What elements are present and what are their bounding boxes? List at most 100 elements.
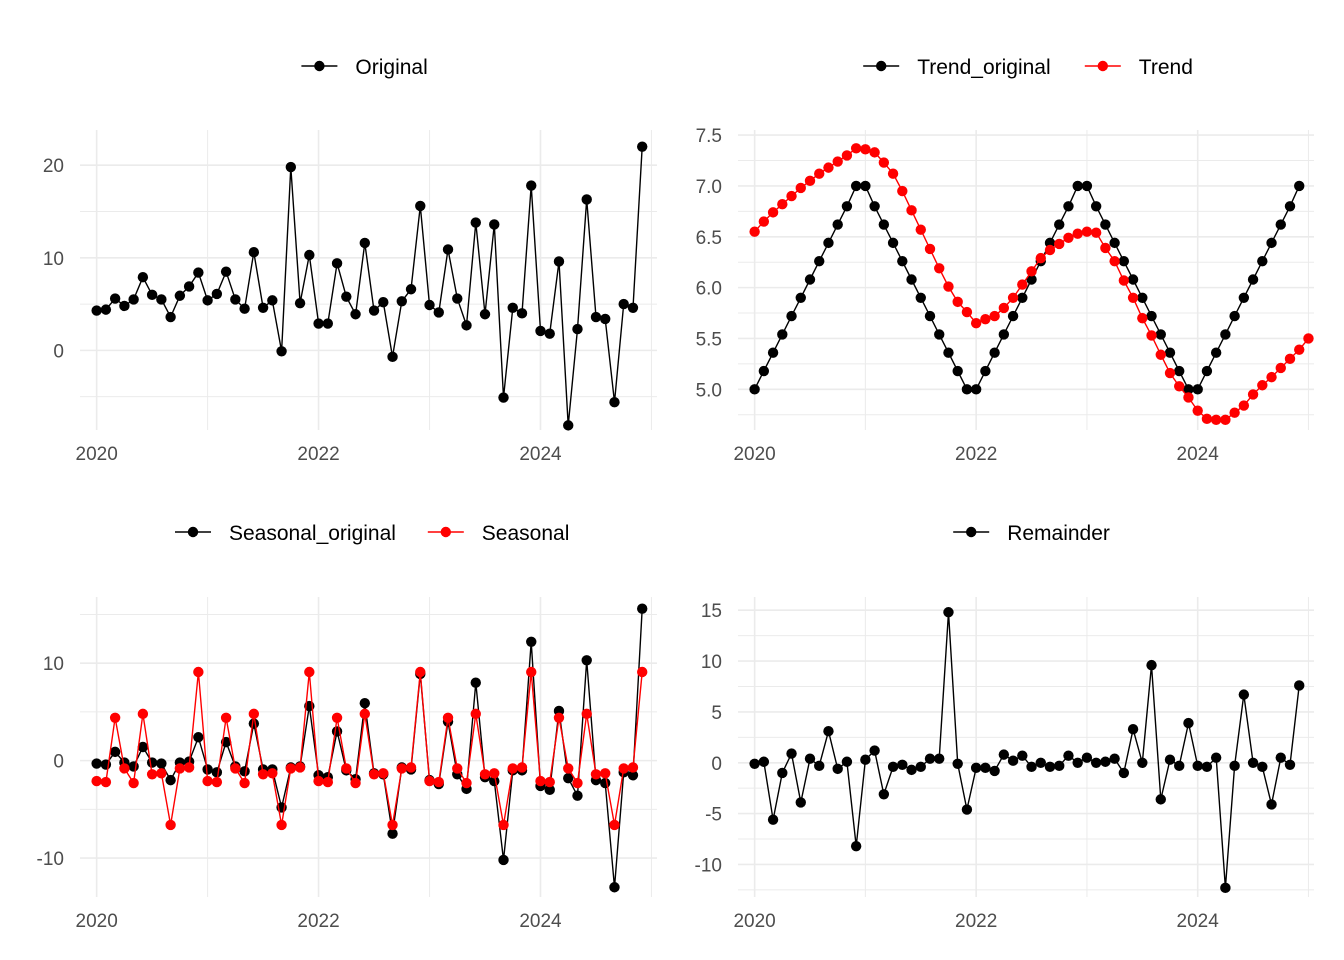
data-point-trend — [1220, 414, 1231, 426]
data-point-trend — [1192, 405, 1203, 416]
legend-label: Trend — [1139, 56, 1193, 79]
y-tick-label: 10 — [43, 249, 64, 270]
data-point-trend — [1247, 389, 1259, 400]
data-point-trend_original — [1155, 329, 1166, 340]
series-line-original — [96, 146, 643, 426]
data-point-trend_original — [1146, 310, 1157, 322]
data-point-original — [239, 303, 250, 314]
data-point-seasonal — [146, 769, 158, 780]
data-point-original — [146, 289, 158, 301]
data-point-original — [183, 281, 195, 292]
x-tick-label: 2024 — [519, 444, 562, 465]
x-tick-label: 2022 — [955, 444, 997, 465]
y-tick-label: 0 — [711, 754, 722, 775]
data-point-original — [415, 200, 426, 212]
data-point-trend — [832, 156, 843, 167]
data-point-seasonal — [572, 777, 583, 789]
data-point-trend_original — [860, 180, 871, 192]
data-point-trend_original — [786, 310, 797, 322]
data-point-seasonal — [387, 819, 398, 831]
data-point-remainder — [1054, 760, 1065, 772]
data-point-remainder — [795, 797, 806, 808]
data-point-original — [165, 311, 176, 323]
data-point-remainder — [1201, 761, 1213, 773]
data-point-seasonal_original — [637, 603, 648, 614]
data-point-seasonal — [535, 775, 546, 787]
legend: Seasonal_original Seasonal — [175, 522, 569, 545]
data-point-seasonal — [590, 769, 602, 780]
data-point-remainder — [758, 756, 770, 767]
data-point-trend — [1183, 392, 1194, 403]
data-point-original — [544, 328, 555, 339]
data-point-original — [350, 309, 361, 320]
data-point-remainder — [906, 764, 917, 776]
data-point-seasonal — [350, 777, 361, 789]
data-point-seasonal — [405, 762, 417, 773]
data-point-trend_original — [1257, 255, 1268, 267]
data-point-remainder — [1220, 882, 1231, 894]
data-point-trend — [850, 143, 862, 154]
data-point-trend — [906, 205, 917, 216]
data-point-trend_original — [1072, 180, 1083, 192]
y-tick-label: 5 — [711, 703, 722, 724]
legend-label: Original — [355, 56, 427, 79]
data-point-remainder — [850, 840, 862, 852]
data-point-seasonal — [119, 763, 130, 774]
data-point-seasonal — [489, 768, 500, 779]
series-line-seasonal — [96, 671, 643, 826]
data-point-seasonal — [627, 762, 639, 773]
data-point-trend_original — [952, 365, 963, 377]
x-tick-label: 2024 — [1177, 444, 1220, 465]
data-point-trend — [934, 263, 945, 274]
data-point-seasonal_original — [137, 741, 149, 753]
data-point-trend — [1174, 381, 1185, 392]
data-point-trend_original — [961, 384, 973, 395]
data-point-remainder — [897, 759, 908, 770]
data-point-trend — [1303, 333, 1314, 344]
data-point-remainder — [1090, 757, 1102, 768]
data-point-seasonal_original — [387, 828, 398, 839]
data-point-remainder — [1137, 757, 1148, 768]
data-point-original — [174, 290, 186, 301]
data-point-seasonal — [415, 666, 426, 678]
data-point-trend_original — [749, 384, 760, 395]
data-point-remainder — [860, 754, 871, 765]
legend: Trend_original Trend — [863, 56, 1193, 79]
data-point-remainder — [804, 753, 816, 764]
y-tick-label: -10 — [695, 855, 722, 876]
data-point-original — [600, 313, 611, 325]
data-point-original — [563, 420, 574, 431]
data-point-seasonal — [424, 775, 435, 787]
data-point-trend — [1118, 275, 1130, 286]
data-point-seasonal — [479, 769, 491, 780]
data-point-remainder — [1238, 689, 1250, 700]
data-point-original — [378, 297, 389, 308]
data-point-trend — [970, 318, 982, 329]
data-point-trend_original — [1201, 365, 1213, 377]
data-point-original — [526, 180, 537, 191]
data-point-trend_original — [897, 255, 908, 267]
data-point-original — [220, 266, 232, 277]
data-point-trend — [1054, 238, 1065, 250]
data-point-trend — [1090, 227, 1102, 238]
legend-key — [953, 526, 990, 538]
data-point-trend — [1275, 362, 1286, 374]
data-point-trend — [758, 216, 770, 227]
data-point-trend_original — [1100, 219, 1111, 230]
y-tick-label: 7.0 — [696, 177, 722, 198]
data-point-remainder — [1294, 680, 1305, 691]
data-point-seasonal_original — [609, 882, 620, 893]
data-point-remainder — [869, 745, 880, 756]
data-point-seasonal — [304, 666, 315, 678]
data-point-trend_original — [1081, 180, 1093, 192]
data-point-trend — [1063, 232, 1074, 243]
data-point-trend_original — [878, 219, 890, 230]
data-point-trend — [1155, 349, 1166, 360]
data-point-trend_original — [814, 255, 825, 267]
data-point-seasonal — [313, 775, 324, 787]
data-point-original — [257, 302, 269, 313]
data-point-trend — [1044, 244, 1056, 256]
data-point-trend_original — [1017, 292, 1028, 303]
data-point-trend — [786, 190, 797, 202]
data-point-seasonal_original — [581, 655, 592, 666]
